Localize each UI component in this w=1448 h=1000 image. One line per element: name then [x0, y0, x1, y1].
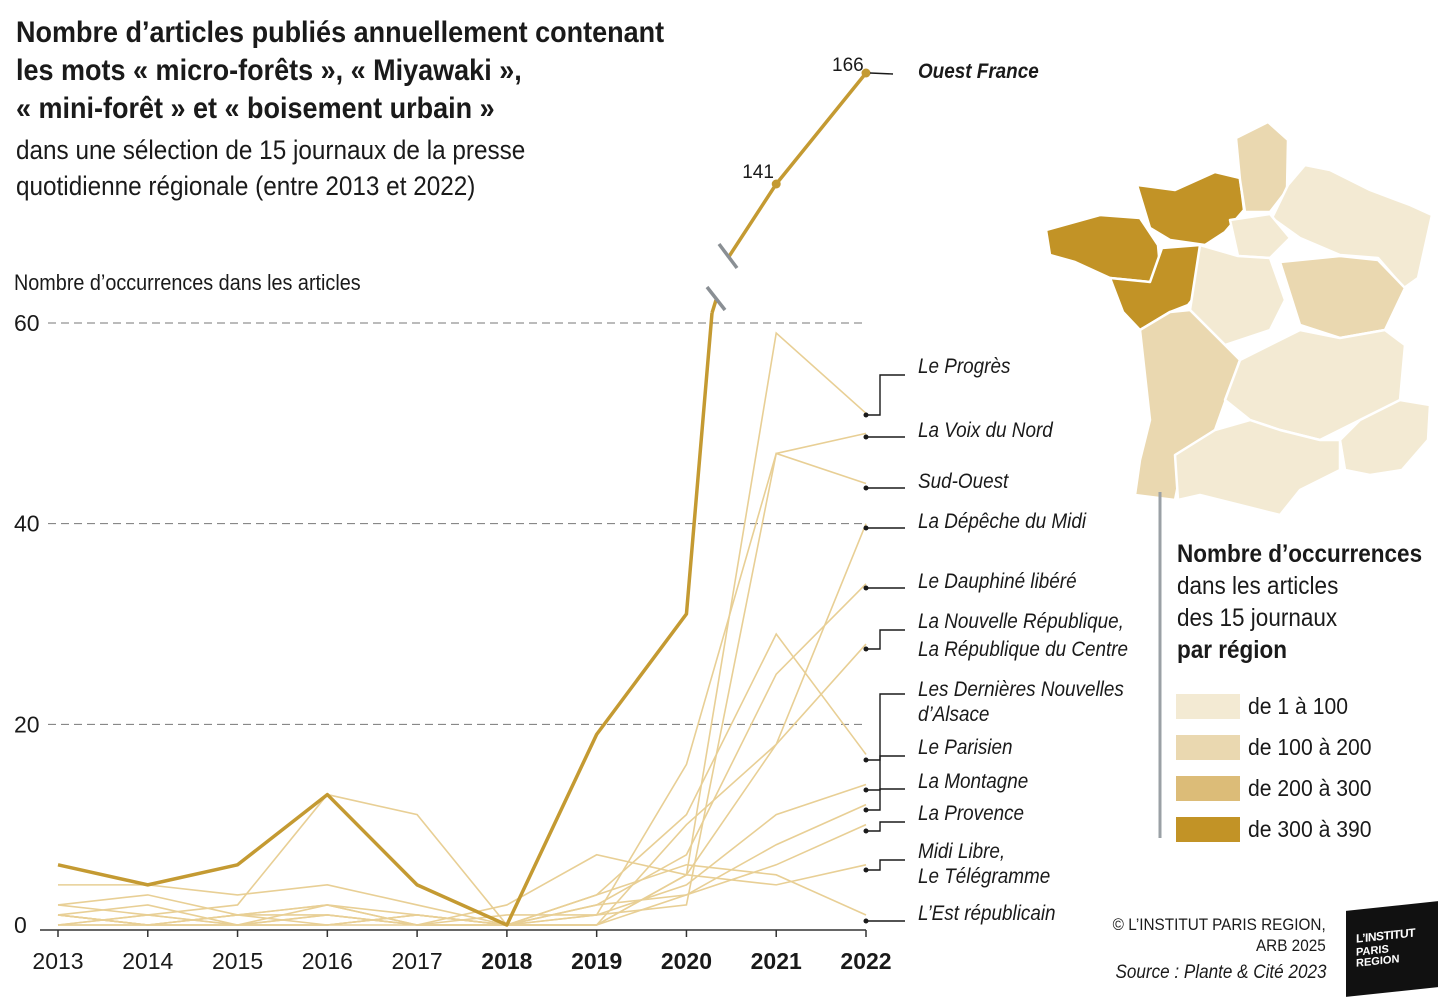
copyright-line: © L’INSTITUT PARIS REGION, — [1112, 915, 1326, 934]
legend-item: de 200 à 300 — [1176, 768, 1382, 809]
legend-label: de 100 à 200 — [1248, 734, 1372, 760]
y-axis-title: Nombre d’occurrences dans les articles — [14, 270, 361, 295]
x-tick-label: 2015 — [212, 948, 263, 974]
label-leader — [866, 629, 905, 650]
series-line-ouest-france — [57, 312, 714, 927]
legend-swatch — [1176, 776, 1240, 801]
series-line — [57, 583, 867, 926]
copyright: © L’INSTITUT PARIS REGION, ARB 2025 — [1113, 914, 1326, 956]
label-leader — [866, 374, 905, 416]
map-region: Normandie — [1135, 170, 1246, 247]
map-legend: de 1 à 100 de 100 à 200 de 200 à 300 de … — [1176, 686, 1382, 850]
label-leader — [866, 788, 905, 811]
label-leader — [866, 693, 905, 761]
legend-label: de 1 à 100 — [1248, 693, 1349, 719]
series-label: La Dépêche du Midi — [918, 510, 1087, 533]
legend-item: de 300 à 390 — [1176, 809, 1382, 850]
data-label: 141 — [742, 162, 774, 183]
series-label: Ouest France — [918, 60, 1039, 83]
series-label: Le Télégramme — [918, 865, 1050, 888]
x-tick-label: 2022 — [840, 948, 891, 974]
copyright-line: ARB 2025 — [1256, 936, 1326, 955]
x-tick-label: 2017 — [392, 948, 443, 974]
map-region: Occitanie — [1173, 418, 1342, 517]
legend-label: de 200 à 300 — [1248, 775, 1372, 801]
series-label: Le Parisien — [918, 736, 1013, 759]
legend-item: de 1 à 100 — [1176, 686, 1382, 727]
institut-logo: L’INSTITUT PARIS REGION — [1346, 901, 1438, 997]
map-region: Provence-Alpes-Côte d’Azur — [1338, 398, 1432, 477]
series-line — [57, 803, 867, 926]
x-tick-label: 2018 — [481, 948, 532, 974]
legend-title-line: des 15 journaux — [1177, 604, 1338, 632]
series-label: L’Est républicain — [918, 902, 1056, 925]
chart-title: Nombre d’articles publiés annuellement c… — [16, 14, 754, 128]
legend-item: de 100 à 200 — [1176, 727, 1382, 768]
legend-label: de 300 à 390 — [1248, 816, 1372, 842]
series-line — [57, 863, 867, 926]
map-region: Île-de-France — [1228, 212, 1292, 260]
axis-break-mark — [705, 285, 727, 312]
subtitle-line: dans une sélection de 15 journaux de la … — [16, 135, 526, 165]
chart-subtitle: dans une sélection de 15 journaux de la … — [16, 132, 646, 204]
axis-break-mark — [717, 242, 739, 270]
map-region: Bretagne — [1044, 213, 1162, 284]
series-label: La Provence — [918, 802, 1024, 825]
map-region: Grand Est — [1270, 163, 1434, 290]
data-point — [771, 179, 781, 189]
data-label: 166 — [832, 55, 864, 76]
legend-title: Nombre d’occurrences dans les articles d… — [1177, 538, 1422, 666]
series-label: Midi Libre, — [918, 840, 1005, 863]
source-note: Source : Plante & Cité 2023 — [1114, 962, 1326, 983]
y-tick-label: 0 — [14, 912, 27, 938]
legend-title-line: dans les articles — [1177, 572, 1339, 600]
y-tick-label: 40 — [14, 511, 40, 537]
legend-title-line: par région — [1177, 636, 1288, 664]
series-line — [57, 432, 867, 926]
series-line — [57, 643, 867, 926]
series-label: La Voix du Nord — [918, 419, 1054, 442]
series-label: d’Alsace — [918, 703, 989, 726]
subtitle-line: quotidienne régionale (entre 2013 et 202… — [16, 171, 476, 201]
x-tick-label: 2016 — [302, 948, 353, 974]
series-label: Sud-Ouest — [918, 470, 1010, 493]
series-line — [57, 331, 867, 926]
label-leader — [866, 755, 905, 791]
label-leader — [869, 72, 894, 75]
series-label: La Montagne — [918, 770, 1028, 793]
x-tick-label: 2021 — [751, 948, 802, 974]
title-line: Nombre d’articles publiés annuellement c… — [16, 16, 665, 49]
y-tick-label: 60 — [14, 310, 40, 336]
legend-title-line: Nombre d’occurrences — [1177, 540, 1423, 568]
break-segment — [710, 299, 718, 314]
x-tick-label: 2014 — [122, 948, 173, 974]
legend-swatch — [1176, 817, 1240, 842]
x-tick-label: 2019 — [571, 948, 622, 974]
label-leader — [866, 859, 905, 871]
x-tick-label: 2013 — [32, 948, 83, 974]
legend-swatch — [1176, 694, 1240, 719]
label-leader — [866, 821, 905, 832]
series-label: Le Dauphiné libéré — [918, 570, 1077, 593]
title-line: les mots « micro-forêts », « Miyawaki », — [16, 54, 522, 87]
series-line — [58, 853, 867, 926]
series-label: La Nouvelle République, — [918, 610, 1124, 633]
logo-text: PARIS REGION — [1356, 943, 1400, 970]
map-region: Hauts-de-France — [1234, 120, 1290, 214]
legend-swatch — [1176, 735, 1240, 760]
title-line: « mini-forêt » et « boisement urbain » — [16, 92, 495, 125]
x-tick-label: 2020 — [661, 948, 712, 974]
series-label: Le Progrès — [918, 355, 1010, 378]
series-label: La République du Centre — [918, 638, 1128, 661]
data-point — [861, 68, 871, 78]
map-region: Bourgogne-Franche-Comté — [1278, 254, 1407, 340]
series-label: Les Dernières Nouvelles — [918, 678, 1124, 701]
france-map: BretagneNormandiePays de la LoireHauts-d… — [1044, 120, 1434, 517]
y-tick-label: 20 — [14, 711, 40, 737]
